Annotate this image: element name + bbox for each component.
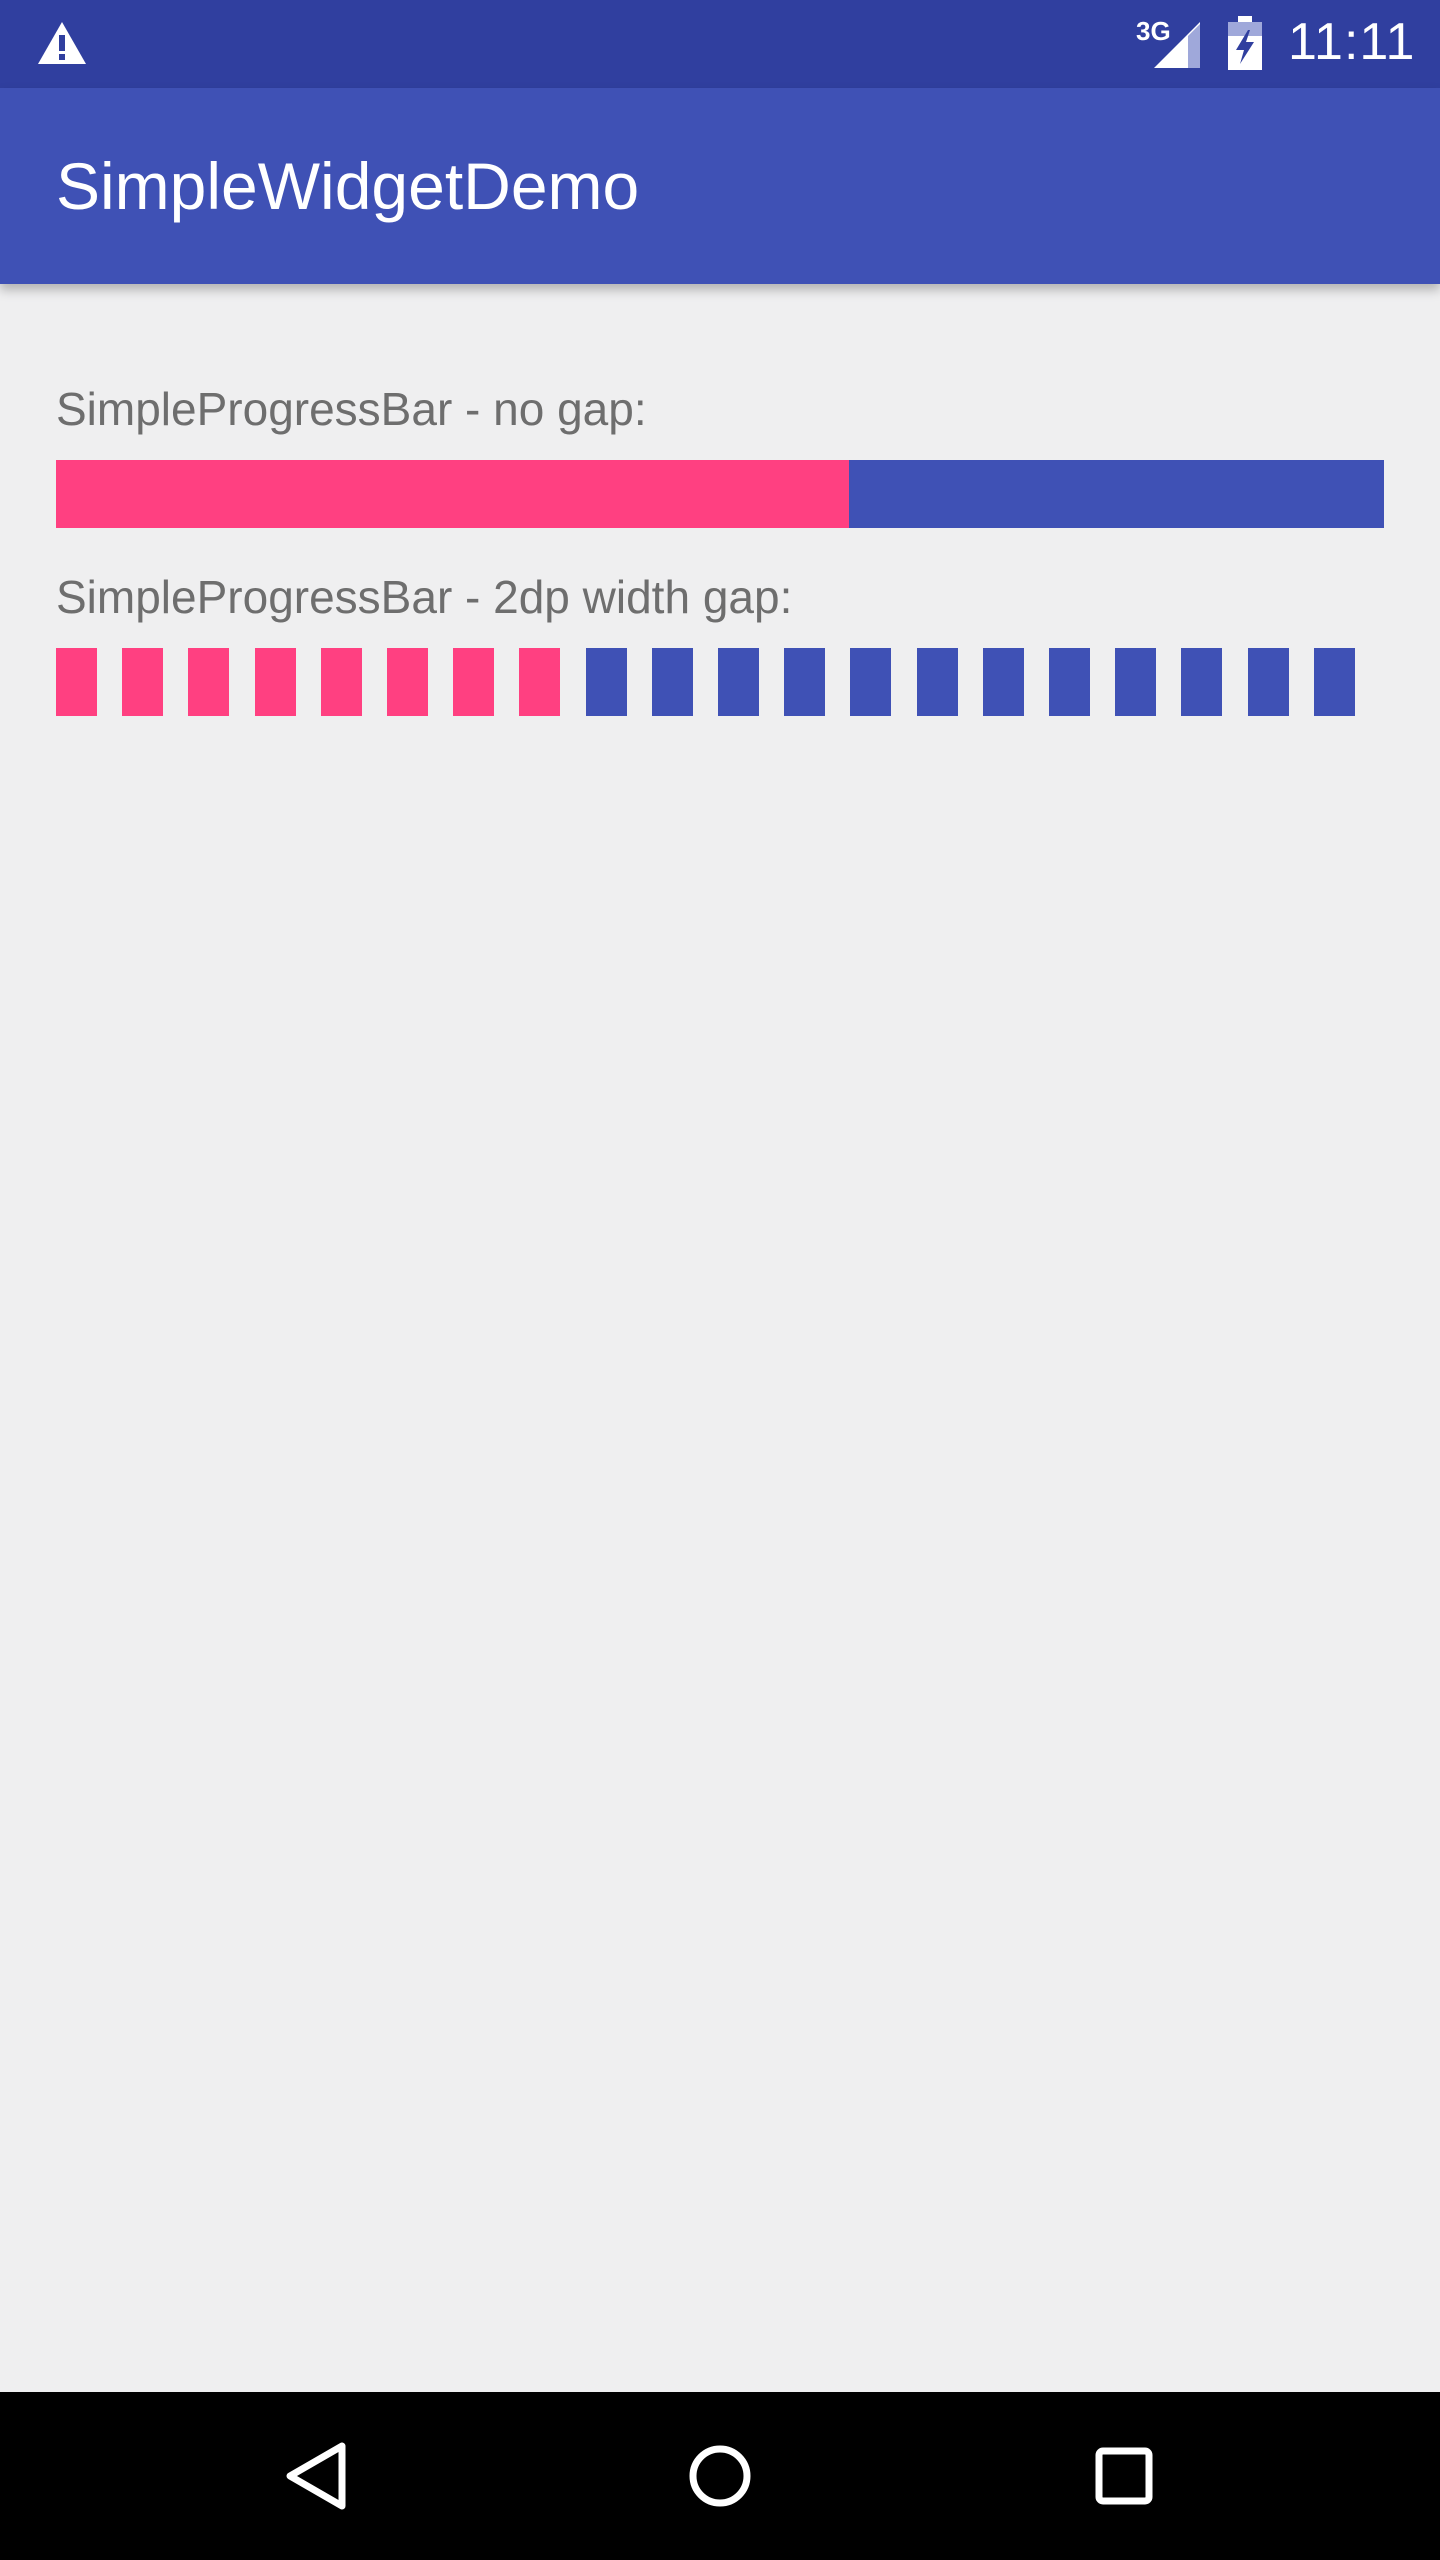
progress-segment-empty bbox=[1049, 648, 1090, 716]
progress-segment-filled bbox=[255, 648, 296, 716]
home-icon[interactable] bbox=[670, 2426, 770, 2526]
warning-icon bbox=[36, 20, 88, 66]
status-bar: 3G 11:11 bbox=[0, 0, 1440, 88]
progress-segment-filled bbox=[122, 648, 163, 716]
progress-segment-empty bbox=[1314, 648, 1355, 716]
progress-segment-filled bbox=[188, 648, 229, 716]
progress-bar-gap bbox=[56, 648, 1359, 716]
progress-segment-empty bbox=[652, 648, 693, 716]
progress-segment-empty bbox=[917, 648, 958, 716]
progress-segment-empty bbox=[1181, 648, 1222, 716]
signal-icon bbox=[1150, 18, 1200, 68]
progress-segment-filled bbox=[321, 648, 362, 716]
progress-segment-empty bbox=[1248, 648, 1289, 716]
progress-segment-filled bbox=[453, 648, 494, 716]
progress-bar-no-gap bbox=[56, 460, 1384, 528]
progress-segment-empty bbox=[983, 648, 1024, 716]
progress-segment-filled bbox=[387, 648, 428, 716]
navigation-bar bbox=[0, 2392, 1440, 2560]
status-time: 11:11 bbox=[1288, 12, 1415, 72]
progress-segment-empty bbox=[850, 648, 891, 716]
progress-segment-empty bbox=[784, 648, 825, 716]
progress-bar-no-gap-fill bbox=[56, 460, 849, 528]
back-icon[interactable] bbox=[266, 2426, 366, 2526]
progress-segment-empty bbox=[586, 648, 627, 716]
progress-segment-filled bbox=[519, 648, 560, 716]
recents-icon[interactable] bbox=[1074, 2426, 1174, 2526]
progress-segment-empty bbox=[718, 648, 759, 716]
progress-segment-empty bbox=[1115, 648, 1156, 716]
app-bar: SimpleWidgetDemo bbox=[0, 88, 1440, 284]
progress-no-gap-label: SimpleProgressBar - no gap: bbox=[56, 382, 647, 436]
progress-segment-filled bbox=[56, 648, 97, 716]
app-title: SimpleWidgetDemo bbox=[56, 148, 639, 224]
progress-gap-label: SimpleProgressBar - 2dp width gap: bbox=[56, 570, 792, 624]
battery-charging-icon bbox=[1228, 16, 1262, 70]
